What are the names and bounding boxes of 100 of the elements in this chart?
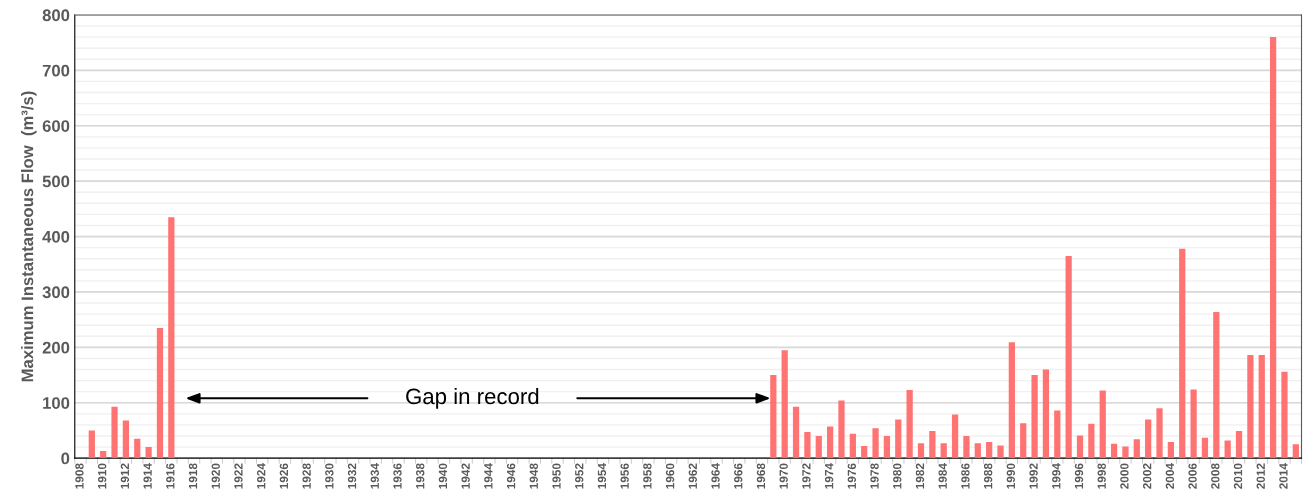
bar [1190, 389, 1197, 459]
x-tick-label: 1924 [257, 463, 266, 489]
bar [1054, 410, 1061, 459]
bar [1031, 375, 1038, 459]
bar [974, 443, 981, 459]
bar [838, 400, 845, 459]
x-tick-label: 2014 [1279, 463, 1288, 489]
bar [1167, 442, 1174, 459]
x-tick-label: 1954 [597, 463, 607, 489]
y-tick-label: 300 [42, 286, 70, 299]
x-tick-label: 1910 [97, 463, 107, 489]
y-tick-label: 500 [42, 175, 70, 188]
x-tick-label: 1948 [529, 463, 538, 489]
x-tick-label: 2000 [1120, 463, 1129, 489]
x-tick-label: 1958 [643, 463, 652, 489]
x-tick-label: 1972 [802, 463, 811, 489]
bar [122, 420, 130, 459]
bar [1020, 423, 1027, 459]
x-tick-label: 2012 [1256, 463, 1265, 489]
x-tick-label: 1930 [325, 463, 334, 489]
bar [1247, 355, 1254, 459]
bar [1179, 248, 1186, 459]
bar [1258, 355, 1265, 459]
x-tick-label: 1964 [711, 463, 720, 489]
bar [895, 419, 902, 459]
x-tick-label: 1942 [461, 463, 470, 489]
bar [792, 406, 800, 459]
x-tick-label: 1968 [756, 463, 766, 489]
bar [781, 350, 788, 459]
bar [1213, 311, 1220, 459]
x-tick-label: 2008 [1211, 463, 1220, 489]
x-tick-label: 2002 [1142, 463, 1152, 489]
x-tick-label: 1966 [734, 463, 743, 489]
y-tick-label: 100 [43, 397, 70, 409]
x-tick-label: 1960 [665, 463, 675, 489]
x-tick-label: 1914 [143, 463, 152, 489]
x-tick-label: 1984 [938, 463, 947, 489]
x-tick-label: 1992 [1029, 463, 1038, 489]
x-tick-label: 1952 [575, 463, 584, 489]
x-tick-label: 1996 [1074, 463, 1084, 489]
y-tick-label: 600 [42, 120, 70, 132]
bar [168, 217, 175, 459]
bar [1110, 443, 1118, 459]
x-tick-label: 1974 [824, 463, 834, 489]
bar [917, 443, 925, 459]
x-tick-label: 1912 [120, 463, 130, 489]
x-tick-label: 1978 [870, 463, 879, 489]
x-tick-label: 1940 [438, 463, 448, 489]
bar [861, 445, 868, 459]
x-tick-label: 1950 [552, 463, 561, 489]
bar [815, 436, 822, 459]
x-tick-label: 1938 [416, 463, 425, 489]
x-tick-label: 1926 [279, 463, 289, 489]
x-tick-label: 1970 [779, 463, 788, 489]
x-tick-label: 1936 [393, 463, 402, 489]
y-tick-label: 200 [42, 341, 70, 354]
bar [88, 430, 95, 459]
bar [770, 375, 777, 459]
bar [1281, 371, 1288, 459]
bar [1008, 342, 1015, 459]
y-tick-label: 700 [42, 64, 70, 77]
bar [1156, 408, 1163, 459]
x-tick-label: 1908 [75, 463, 84, 489]
x-tick-label: 1976 [847, 463, 857, 489]
bar [1145, 419, 1152, 459]
bar [951, 414, 959, 459]
bar [1122, 446, 1129, 459]
bar [804, 432, 811, 459]
bar [1292, 444, 1299, 459]
bar [940, 443, 947, 459]
annotation: Gap in record [406, 387, 539, 409]
bar [1065, 255, 1072, 459]
x-tick-label: 1922 [234, 463, 243, 489]
bar [997, 445, 1004, 459]
y-tick-label: 800 [42, 9, 70, 22]
bar [1201, 437, 1209, 459]
bar [100, 450, 107, 459]
bar [1088, 423, 1095, 459]
x-tick-label: 2006 [1188, 463, 1197, 489]
bar [872, 428, 879, 459]
bar [827, 426, 834, 459]
bar [883, 436, 891, 459]
y-axis-title: Maximum Instantaneous Flow (m³/s) [21, 91, 37, 382]
bar [906, 390, 913, 459]
x-tick-label: 1944 [484, 463, 493, 489]
x-tick-label: 1988 [983, 463, 993, 489]
x-tick-label: 1994 [1052, 463, 1061, 489]
x-tick-label: 1928 [302, 463, 311, 489]
bar [1042, 369, 1050, 459]
bar [111, 406, 118, 459]
x-tick-label: 1982 [915, 463, 925, 489]
x-tick-label: 1920 [211, 463, 220, 489]
bar [156, 327, 164, 459]
bar [929, 431, 936, 459]
x-tick-label: 1998 [1097, 463, 1106, 489]
y-tick-label: 0 [61, 452, 70, 465]
x-tick-label: 2010 [1233, 463, 1243, 489]
bar [1224, 440, 1231, 459]
bar [849, 433, 856, 459]
x-tick-label: 1980 [893, 463, 902, 489]
